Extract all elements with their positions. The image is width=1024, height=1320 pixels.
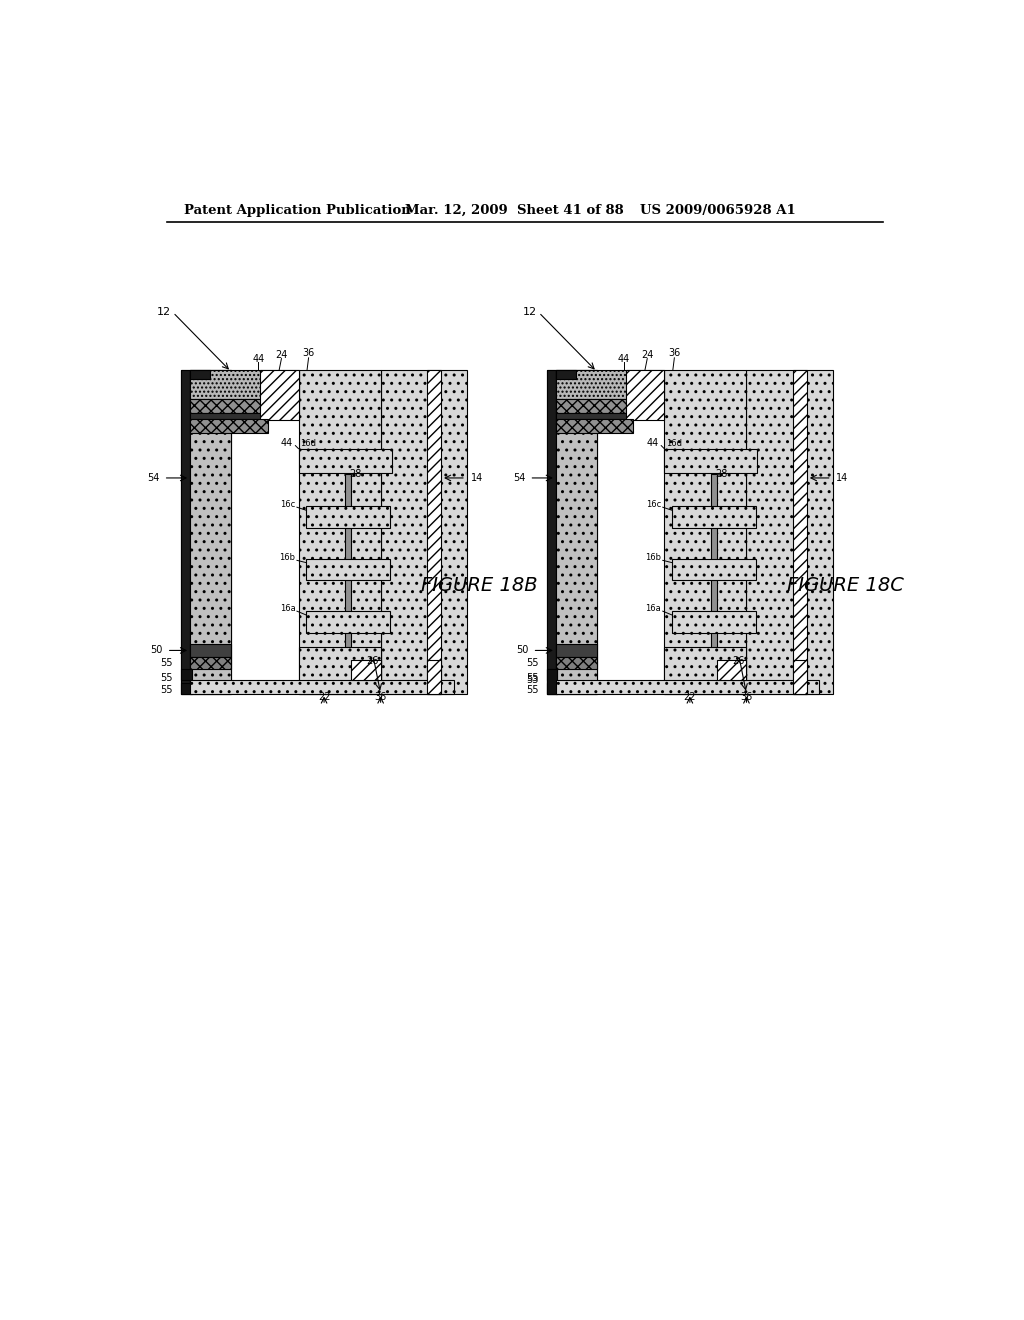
Bar (556, 644, 597, 657)
Bar (190, 370, 210, 379)
Bar (556, 420, 633, 433)
Text: Mar. 12, 2009  Sheet 41 of 88: Mar. 12, 2009 Sheet 41 of 88 (406, 205, 625, 218)
Bar (556, 370, 665, 400)
Text: 22: 22 (684, 693, 696, 702)
Bar (717, 660, 746, 680)
Bar (260, 370, 299, 420)
Text: FIGURE 18C: FIGURE 18C (786, 577, 903, 595)
Bar (556, 413, 665, 420)
Text: 36: 36 (302, 348, 314, 358)
Text: 14: 14 (837, 473, 849, 483)
Text: FIGURE 18B: FIGURE 18B (421, 577, 538, 595)
Bar (665, 449, 758, 474)
Text: 12: 12 (157, 308, 171, 317)
Bar (180, 370, 231, 693)
Bar (190, 370, 299, 400)
Text: 55: 55 (526, 673, 539, 684)
Bar (306, 611, 390, 632)
Text: 16c: 16c (646, 500, 662, 510)
Bar (793, 370, 807, 693)
Text: 44: 44 (617, 354, 630, 363)
Bar (180, 682, 191, 693)
Bar (306, 507, 390, 528)
Bar (547, 669, 557, 693)
Text: 55: 55 (526, 657, 539, 668)
Text: 44: 44 (252, 354, 264, 363)
Text: 24: 24 (275, 350, 288, 360)
Text: 55: 55 (161, 657, 173, 668)
Text: 16c: 16c (281, 500, 295, 510)
Bar (299, 449, 391, 474)
Bar (672, 611, 756, 632)
Text: US 2009/0065928 A1: US 2009/0065928 A1 (640, 205, 796, 218)
Text: 16b: 16b (280, 553, 295, 562)
Bar (351, 660, 381, 680)
Text: 36: 36 (740, 693, 753, 702)
Text: 50: 50 (516, 645, 528, 656)
Text: 16a: 16a (645, 605, 662, 614)
Bar (547, 370, 597, 693)
Bar (556, 680, 819, 693)
Text: 44: 44 (646, 438, 658, 449)
Bar (547, 682, 557, 693)
Text: Patent Application Publication: Patent Application Publication (183, 205, 411, 218)
Bar (746, 370, 834, 693)
Bar (180, 669, 191, 680)
Text: 16b: 16b (645, 553, 662, 562)
Bar (190, 370, 231, 693)
Bar (665, 370, 746, 693)
Bar (190, 420, 267, 433)
Bar (711, 474, 717, 671)
Bar (180, 370, 190, 693)
Text: 16a: 16a (280, 605, 295, 614)
Bar (381, 370, 467, 693)
Bar (306, 558, 390, 581)
Text: 54: 54 (147, 473, 160, 483)
Bar (665, 647, 746, 693)
Text: 22: 22 (317, 693, 331, 702)
Text: 14: 14 (471, 473, 483, 483)
Bar (190, 657, 231, 669)
Text: 55: 55 (526, 685, 539, 694)
Bar (556, 370, 597, 693)
Text: 36: 36 (375, 693, 387, 702)
Text: 28: 28 (716, 469, 728, 479)
Text: 16d: 16d (301, 438, 316, 447)
Bar (556, 400, 633, 413)
Bar (299, 370, 381, 693)
Bar (190, 680, 454, 693)
Bar (547, 370, 556, 693)
Bar (672, 507, 756, 528)
Text: 55: 55 (161, 685, 173, 694)
Bar (547, 669, 557, 680)
Text: 53: 53 (526, 675, 539, 685)
Text: 50: 50 (151, 645, 163, 656)
Bar (299, 647, 381, 693)
Bar (793, 660, 807, 693)
Text: 44: 44 (281, 438, 293, 449)
Bar (190, 400, 267, 413)
Bar (626, 370, 665, 420)
Text: 26: 26 (367, 656, 379, 667)
Bar (427, 370, 441, 693)
Bar (190, 413, 299, 420)
Text: 55: 55 (161, 673, 173, 684)
Text: 24: 24 (641, 350, 653, 360)
Bar (672, 558, 756, 581)
Text: 54: 54 (513, 473, 525, 483)
Text: 26: 26 (732, 656, 744, 667)
Text: 12: 12 (522, 308, 537, 317)
Bar (190, 644, 231, 657)
Text: 36: 36 (669, 348, 681, 358)
Bar (556, 657, 597, 669)
Text: 28: 28 (349, 469, 362, 479)
Bar (427, 660, 441, 693)
Bar (345, 474, 351, 671)
Bar (556, 370, 575, 379)
Text: 16d: 16d (667, 438, 682, 447)
